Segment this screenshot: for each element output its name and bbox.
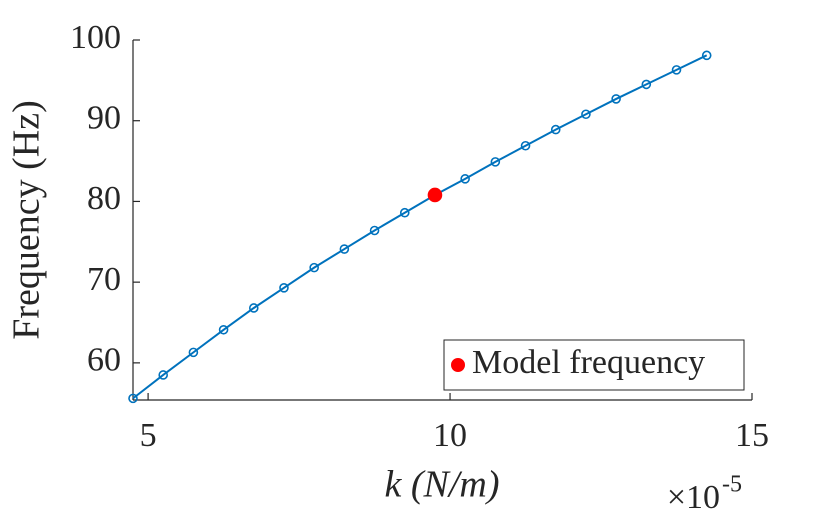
x-multiplier-exponent: -5 <box>722 472 742 498</box>
x-tick-label: 5 <box>140 417 157 454</box>
point <box>188 347 199 358</box>
point <box>550 124 561 135</box>
point <box>641 79 652 90</box>
point <box>520 140 531 151</box>
point <box>369 225 380 236</box>
point <box>490 157 501 167</box>
point <box>399 207 410 218</box>
y-tick-label: 80 <box>87 180 121 217</box>
x-axis-label: k (N/m) <box>384 464 499 506</box>
point <box>701 50 712 61</box>
y-axis-label: Frequency (Hz) <box>6 100 48 340</box>
y-tick-label: 70 <box>87 261 121 298</box>
point <box>279 283 289 293</box>
point <box>460 174 470 184</box>
legend-label: Model frequency <box>472 344 705 381</box>
point <box>309 262 319 273</box>
point <box>128 393 138 404</box>
point <box>218 324 229 335</box>
y-tick-label: 100 <box>70 19 121 56</box>
point <box>427 187 443 203</box>
point <box>339 244 350 254</box>
x-tick-label: 10 <box>433 417 467 454</box>
legend-marker <box>451 358 465 372</box>
point <box>158 370 168 380</box>
x-multiplier-base: ×10 <box>667 479 720 516</box>
line <box>132 54 708 400</box>
point <box>248 303 259 313</box>
x-tick-label: 15 <box>735 417 769 454</box>
point <box>611 94 621 104</box>
point <box>581 109 591 120</box>
y-tick-label: 60 <box>87 342 121 379</box>
point <box>671 65 682 75</box>
legend-box <box>443 339 745 391</box>
y-tick-label: 90 <box>87 100 121 137</box>
